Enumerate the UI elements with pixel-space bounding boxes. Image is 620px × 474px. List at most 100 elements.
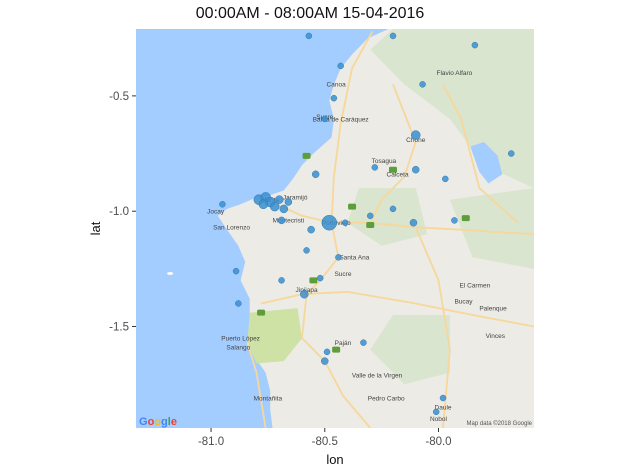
place-label: Jipijapa: [296, 287, 318, 294]
data-point[interactable]: [303, 247, 310, 254]
place-label: Chone: [406, 137, 426, 144]
data-point[interactable]: [284, 198, 293, 206]
axes: -81.0 -80.5 -80.0 -0.5 -1.0 -1.5 lon lat: [88, 91, 452, 467]
place-label: Nobol: [430, 416, 448, 423]
place-label: Canoa: [327, 82, 347, 89]
place-label: Bucay: [454, 298, 473, 305]
highway-shield-icon: [309, 277, 318, 284]
place-label: Santa Ana: [339, 255, 369, 262]
data-point[interactable]: [311, 170, 320, 179]
data-point[interactable]: [360, 339, 367, 346]
data-point[interactable]: [321, 357, 329, 365]
data-point[interactable]: [323, 348, 331, 356]
place-label: Montecristi: [273, 218, 304, 225]
data-point[interactable]: [432, 408, 440, 416]
data-point[interactable]: [321, 115, 329, 123]
data-point[interactable]: [439, 394, 447, 402]
place-label: San Lorenzo: [213, 225, 250, 232]
data-point[interactable]: [277, 216, 286, 225]
x-axis-title: lon: [326, 452, 343, 467]
vegetation-area: [449, 188, 534, 269]
place-label: Vinces: [486, 333, 506, 340]
data-point[interactable]: [305, 32, 313, 40]
place-label: Jaramijó: [283, 195, 308, 202]
highway-shield-icon: [366, 222, 375, 229]
place-label: Paján: [335, 340, 352, 347]
place-label: Pedro Carbo: [368, 395, 405, 402]
place-label: El Carmen: [460, 282, 491, 289]
place-label: Tosagua: [372, 158, 397, 165]
data-point[interactable]: [300, 289, 309, 299]
data-point[interactable]: [409, 218, 418, 227]
y-tick-label: -0.5: [109, 91, 129, 103]
map-attribution: Map data ©2018 Google: [467, 420, 533, 427]
road: [369, 84, 417, 224]
place-label: Jama: [369, 22, 385, 29]
vegetation-area: [370, 315, 450, 385]
place-label: Bahía de Caráquez: [313, 116, 369, 123]
data-point[interactable]: [232, 267, 240, 275]
data-point[interactable]: [330, 94, 338, 102]
plot-title: 00:00AM - 08:00AM 15-04-2016: [195, 5, 425, 22]
place-label: Montañita: [254, 395, 283, 402]
data-point[interactable]: [371, 164, 379, 171]
data-point[interactable]: [341, 219, 349, 226]
road: [246, 342, 267, 428]
data-point[interactable]: [219, 201, 226, 208]
road: [301, 222, 371, 428]
data-point[interactable]: [411, 165, 420, 174]
data-point[interactable]: [410, 130, 421, 140]
y-tick-label: -1.5: [109, 322, 129, 334]
data-point[interactable]: [442, 175, 449, 183]
data-point[interactable]: [269, 201, 280, 212]
place-label: Daule: [435, 405, 452, 412]
island: [167, 271, 174, 275]
place-label: Salango: [226, 345, 250, 352]
data-point[interactable]: [335, 254, 342, 261]
highway-shield-icon: [332, 346, 341, 353]
data-point[interactable]: [389, 32, 397, 40]
place-label: Puerto López: [221, 335, 260, 342]
data-point[interactable]: [321, 214, 338, 231]
data-point[interactable]: [316, 274, 324, 282]
data-point[interactable]: [279, 204, 289, 214]
map-panel[interactable]: Jama Flavio Alfaro Canoa Sucre Bahía de Cará…: [136, 22, 534, 428]
data-point[interactable]: [471, 41, 479, 49]
data-point[interactable]: [451, 217, 458, 224]
data-point[interactable]: [508, 150, 515, 157]
road: [414, 226, 451, 428]
place-label: Sucre: [334, 271, 351, 278]
x-tick-label: -81.0: [198, 436, 224, 448]
road: [442, 83, 519, 224]
data-point[interactable]: [419, 81, 426, 88]
data-point[interactable]: [278, 277, 285, 284]
data-point[interactable]: [235, 300, 242, 307]
place-label: Calceta: [387, 172, 409, 179]
road: [260, 290, 534, 328]
reservoir: [470, 142, 503, 184]
national-park-area: [247, 308, 302, 364]
data-point[interactable]: [367, 212, 374, 220]
highway-shield-icon: [348, 203, 357, 210]
place-label: Flavio Alfaro: [437, 70, 473, 77]
google-logo: Google: [139, 416, 177, 428]
data-point[interactable]: [307, 225, 315, 234]
vegetation-area: [347, 188, 428, 246]
place-label: Jocay: [207, 209, 225, 216]
x-tick-label: -80.0: [425, 436, 451, 448]
place-label: Palenque: [479, 305, 507, 312]
highway-shield-icon: [257, 309, 266, 316]
y-tick-label: -1.0: [109, 206, 129, 218]
data-point[interactable]: [389, 205, 397, 213]
place-label: Valle de la Virgen: [352, 372, 403, 379]
data-point[interactable]: [337, 62, 344, 70]
y-axis-title: lat: [88, 221, 103, 235]
highway-shield-icon: [302, 152, 311, 159]
vegetation-area: [370, 29, 534, 189]
highway-shield-icon: [461, 215, 470, 222]
road: [330, 30, 374, 223]
data-point[interactable]: [275, 195, 284, 204]
highway-shield-icon: [388, 166, 397, 173]
data-point[interactable]: [258, 199, 269, 210]
